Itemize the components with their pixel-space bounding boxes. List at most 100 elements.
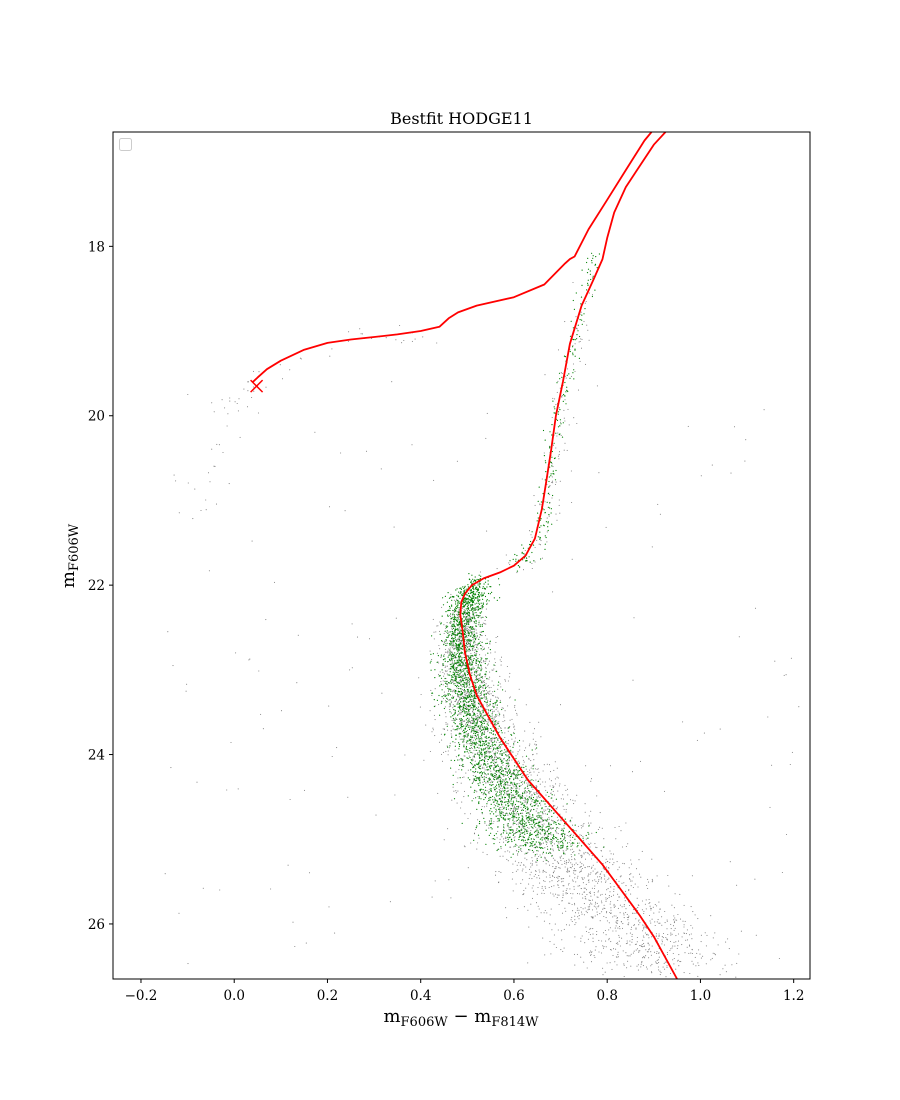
all-stars-point [500, 803, 503, 805]
all-stars-point [461, 698, 463, 700]
all-stars-point [482, 689, 484, 692]
all-stars-point [519, 845, 521, 847]
all-stars-point [625, 822, 627, 824]
all-stars-point [467, 629, 469, 631]
all-stars-point [471, 747, 473, 750]
selected-stars-point [465, 741, 468, 743]
selected-stars-point [477, 589, 479, 591]
all-stars-point [456, 663, 458, 665]
selected-stars-point [455, 668, 457, 670]
all-stars-point [226, 789, 228, 791]
all-stars-point [513, 773, 515, 776]
all-stars-point [616, 879, 618, 881]
all-stars-point [257, 412, 260, 414]
selected-stars-point [470, 735, 472, 737]
all-stars-point [555, 513, 557, 515]
selected-stars-point [475, 675, 478, 677]
all-stars-point [576, 953, 578, 955]
all-stars-point [475, 643, 477, 645]
all-stars-point [489, 690, 491, 692]
all-stars-point [450, 700, 452, 702]
all-stars-point [511, 810, 514, 812]
all-stars-point [590, 858, 593, 860]
all-stars-point [375, 814, 377, 816]
all-stars-point [625, 893, 627, 895]
selected-stars-point [446, 630, 448, 632]
all-stars-point [464, 693, 466, 696]
all-stars-point [524, 801, 526, 803]
all-stars-point [595, 906, 597, 908]
all-stars-point [399, 324, 401, 327]
all-stars-point [610, 907, 612, 909]
all-stars-point [557, 777, 559, 779]
all-stars-point [451, 651, 453, 653]
all-stars-point [572, 799, 574, 801]
all-stars-point [691, 960, 693, 962]
all-stars-point [497, 848, 499, 850]
selected-stars-point [473, 698, 475, 700]
all-stars-point [576, 909, 578, 911]
all-stars-point [485, 623, 487, 625]
all-stars-point [469, 649, 471, 651]
all-stars-point [558, 819, 560, 821]
all-stars-point [592, 933, 594, 935]
selected-stars-point [478, 716, 481, 718]
selected-stars-point [495, 701, 497, 703]
selected-stars-point [469, 750, 471, 752]
all-stars-point [512, 871, 514, 874]
selected-stars-point [478, 602, 480, 604]
all-stars-point [612, 894, 615, 896]
all-stars-point [479, 677, 481, 679]
all-stars-point [509, 807, 511, 809]
selected-stars-point [484, 595, 487, 598]
all-stars-point [439, 648, 441, 650]
all-stars-point [574, 912, 577, 914]
all-stars-point [528, 758, 530, 760]
all-stars-point [565, 889, 567, 891]
selected-stars-point [483, 648, 485, 651]
all-stars-point [449, 709, 451, 711]
all-stars-point [475, 676, 477, 678]
all-stars-point [517, 907, 519, 910]
all-stars-point [571, 863, 573, 865]
selected-stars-point [521, 795, 524, 797]
all-stars-point [469, 813, 472, 815]
all-stars-point [583, 853, 585, 855]
all-stars-point [703, 732, 705, 734]
all-stars-point [626, 955, 628, 957]
selected-stars-point [466, 601, 468, 603]
all-stars-point [549, 841, 551, 843]
all-stars-point [679, 893, 681, 895]
selected-stars-point [479, 731, 481, 733]
all-stars-point [679, 918, 682, 920]
all-stars-point [549, 941, 551, 943]
all-stars-point [597, 880, 600, 882]
all-stars-point [506, 917, 508, 919]
all-stars-point [525, 704, 527, 706]
selected-stars-point [466, 620, 468, 622]
selected-stars-point [459, 704, 461, 707]
selected-stars-point [469, 720, 471, 722]
selected-stars-point [559, 823, 561, 826]
all-stars-point [508, 826, 510, 829]
all-stars-point [590, 778, 593, 780]
all-stars-point [769, 806, 771, 808]
selected-stars-point [455, 738, 457, 740]
all-stars-point [441, 606, 443, 608]
selected-stars-point [501, 770, 503, 773]
all-stars-point [789, 763, 791, 766]
all-stars-point [672, 919, 675, 921]
all-stars-point [618, 880, 620, 882]
all-stars-point [483, 697, 485, 699]
all-stars-point [458, 699, 460, 701]
all-stars-point [461, 709, 463, 711]
all-stars-point [453, 790, 455, 792]
all-stars-point [579, 893, 581, 895]
all-stars-point [468, 626, 470, 628]
selected-stars-point [452, 627, 455, 630]
selected-stars-point [503, 806, 505, 808]
all-stars-point [671, 933, 673, 935]
all-stars-point [475, 719, 477, 721]
all-stars-point [605, 917, 607, 919]
all-stars-point [431, 731, 433, 733]
